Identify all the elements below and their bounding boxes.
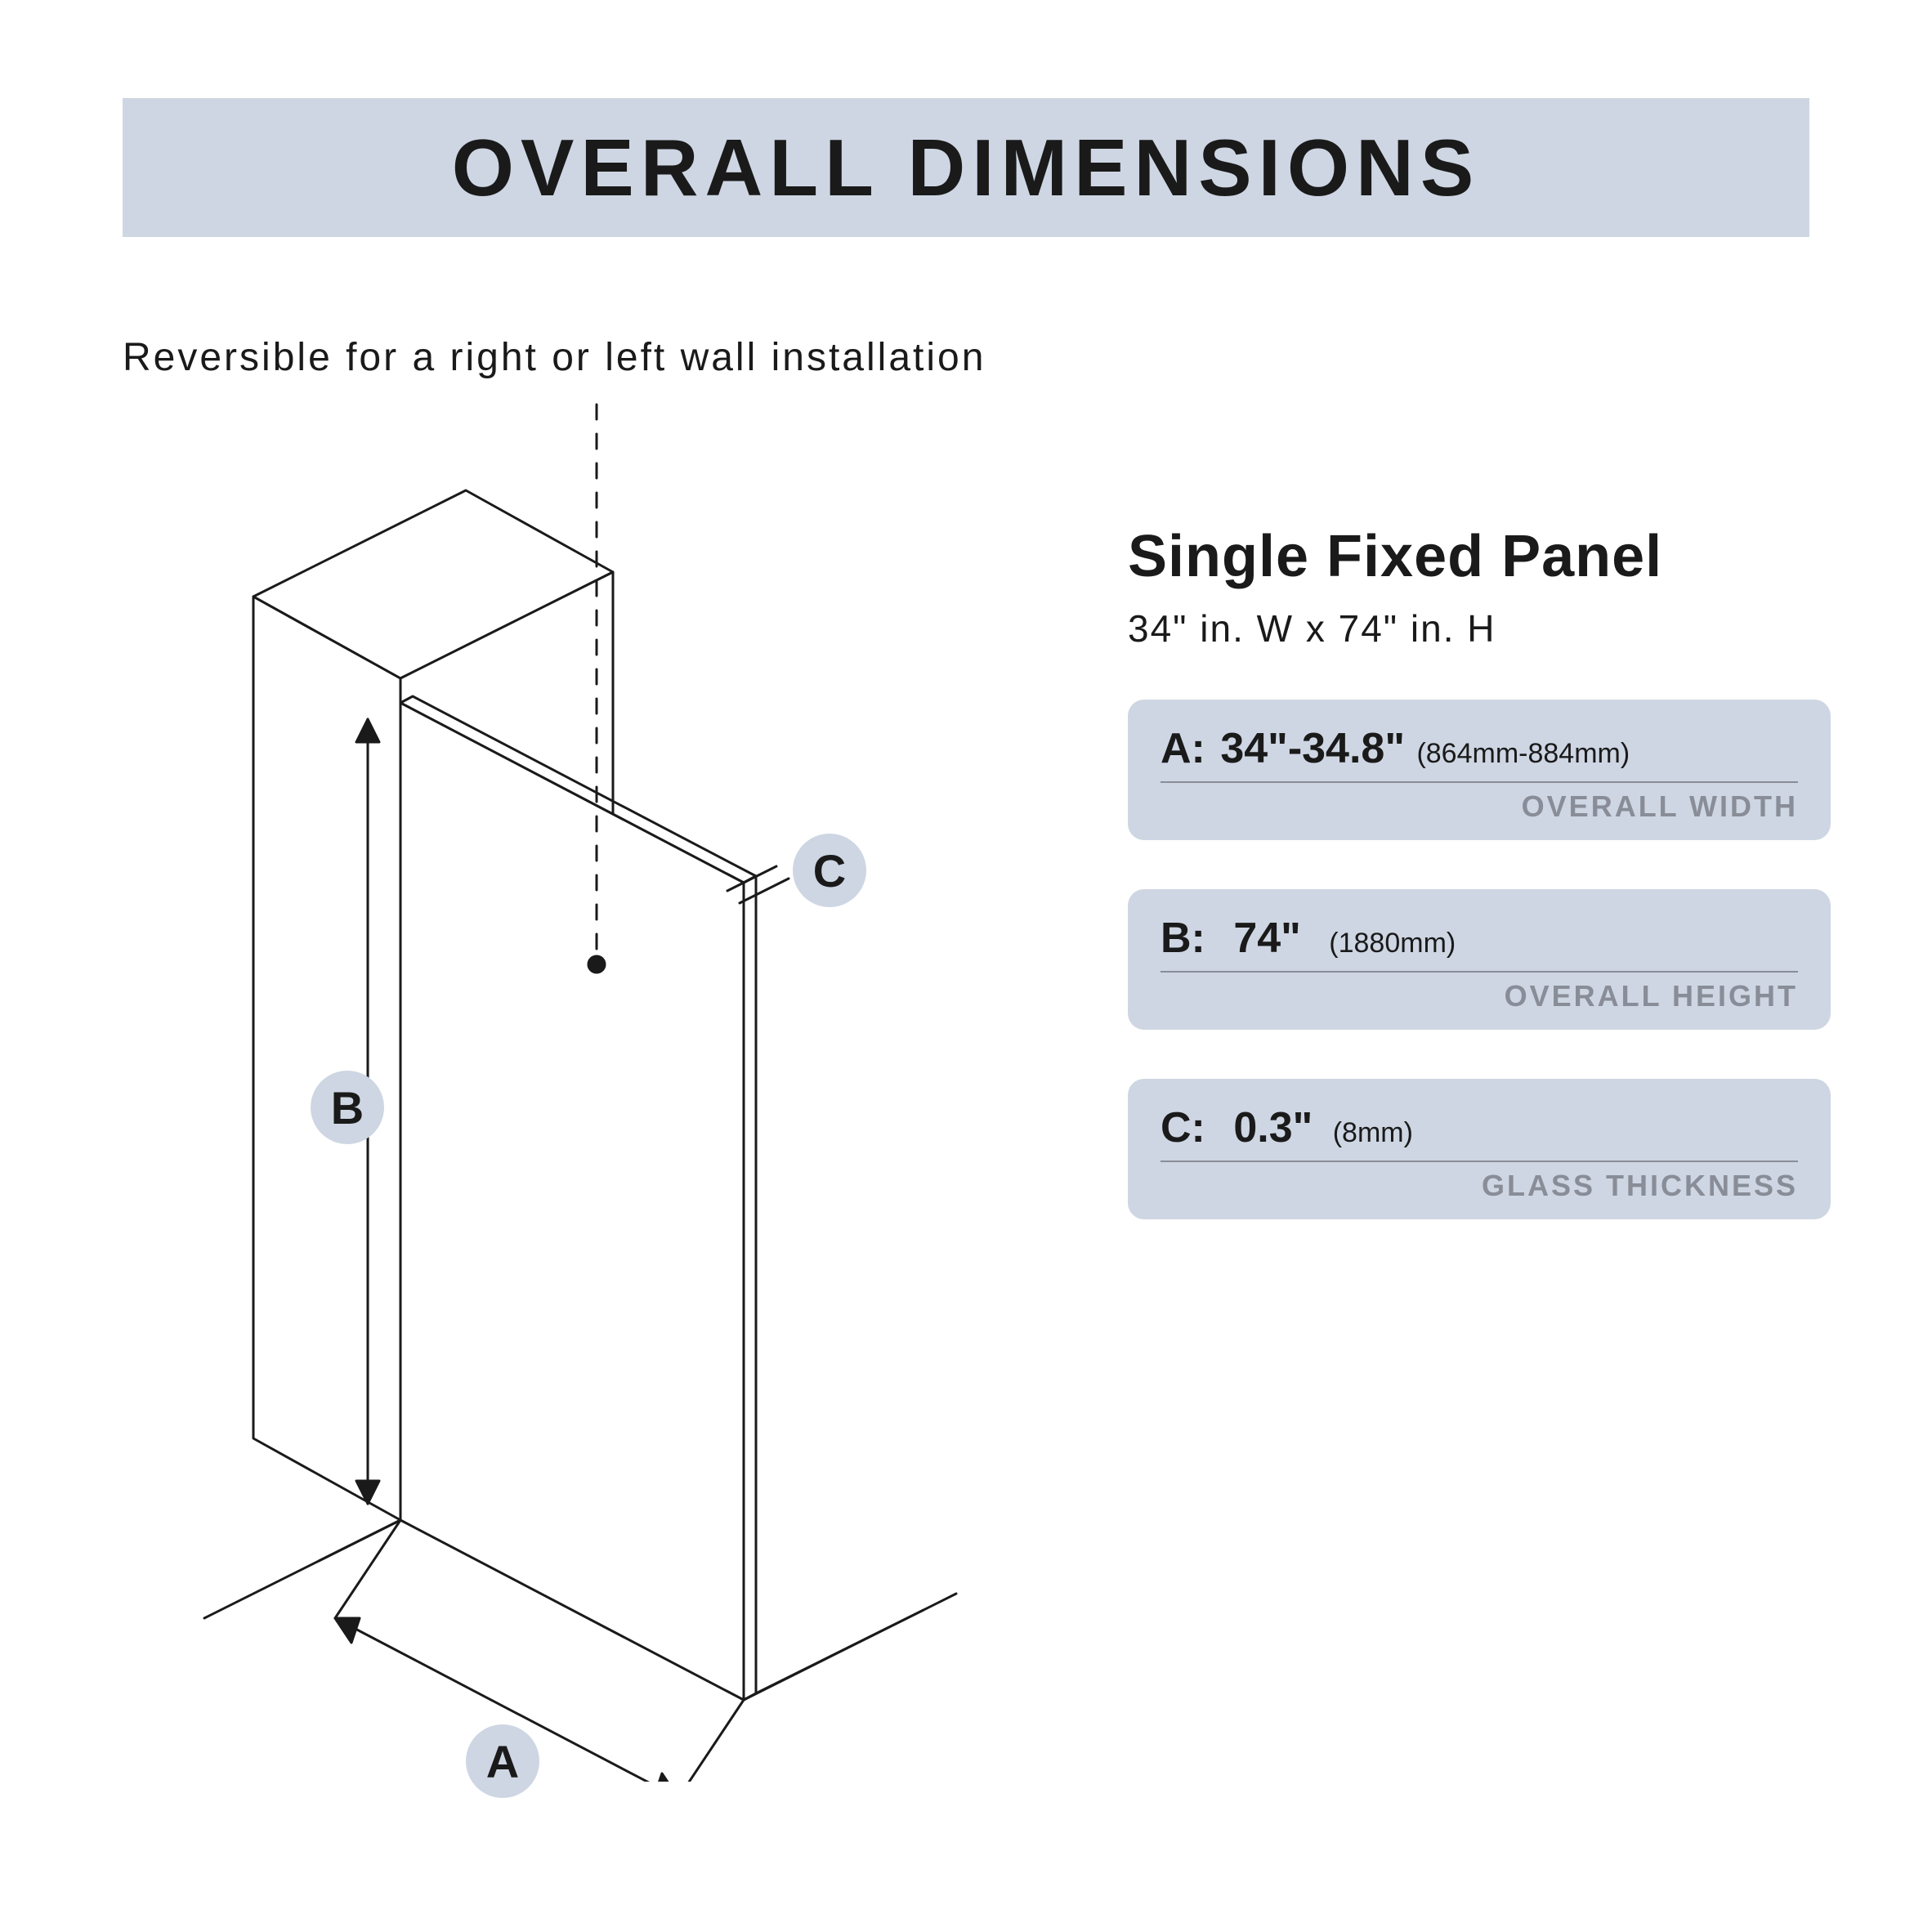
dim-c-key: C: bbox=[1161, 1104, 1205, 1152]
dim-b-label: OVERALL HEIGHT bbox=[1161, 971, 1798, 1013]
dim-box-a: A: 34"-34.8" (864mm-884mm) OVERALL WIDTH bbox=[1128, 700, 1831, 840]
diagram-svg bbox=[123, 392, 1022, 1782]
dim-b-mm: (1880mm) bbox=[1329, 928, 1456, 959]
dim-b-key: B: bbox=[1161, 915, 1205, 962]
dim-a-value: 34"-34.8" bbox=[1220, 725, 1405, 772]
dim-box-c: C: 0.3" (8mm) GLASS THICKNESS bbox=[1128, 1079, 1831, 1219]
panel-title: Single Fixed Panel bbox=[1128, 523, 1831, 590]
dim-b-value: 74" bbox=[1233, 915, 1301, 962]
label-c: C bbox=[813, 844, 846, 897]
dim-c-label: GLASS THICKNESS bbox=[1161, 1161, 1798, 1203]
label-c-circle: C bbox=[793, 834, 866, 907]
label-a: A bbox=[486, 1735, 519, 1788]
dim-a-label: OVERALL WIDTH bbox=[1161, 781, 1798, 824]
panel-subtitle: 34" in. W x 74" in. H bbox=[1128, 606, 1831, 651]
info-panel: Single Fixed Panel 34" in. W x 74" in. H… bbox=[1128, 523, 1831, 1268]
page-title: OVERALL DIMENSIONS bbox=[452, 122, 1480, 214]
dim-box-b: B: 74" (1880mm) OVERALL HEIGHT bbox=[1128, 889, 1831, 1030]
title-bar: OVERALL DIMENSIONS bbox=[123, 98, 1809, 237]
dim-c-mm: (8mm) bbox=[1333, 1117, 1413, 1148]
label-b-circle: B bbox=[311, 1071, 384, 1144]
label-b: B bbox=[331, 1081, 364, 1134]
dim-a-mm: (864mm-884mm) bbox=[1416, 738, 1630, 769]
dimension-diagram: A B C bbox=[123, 392, 1022, 1782]
dim-a-key: A: bbox=[1161, 725, 1205, 772]
dim-c-value: 0.3" bbox=[1233, 1104, 1313, 1152]
label-a-circle: A bbox=[466, 1724, 539, 1798]
install-note: Reversible for a right or left wall inst… bbox=[123, 335, 986, 380]
